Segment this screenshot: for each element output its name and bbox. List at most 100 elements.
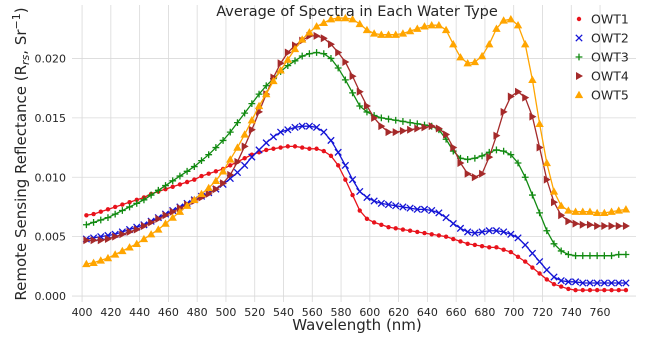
data-point (608, 221, 616, 230)
data-point (140, 196, 148, 204)
data-point (550, 198, 558, 207)
x-tick-label: 560 (302, 306, 323, 319)
data-point (120, 202, 125, 207)
data-point (291, 123, 299, 132)
data-point (485, 227, 493, 235)
data-point (493, 131, 501, 140)
data-point (464, 156, 472, 163)
data-point (585, 207, 595, 215)
data-point (348, 15, 357, 23)
data-point (543, 175, 551, 184)
x-tick-label: 440 (129, 306, 150, 319)
data-point (521, 40, 530, 48)
x-tick-label: 400 (72, 306, 93, 319)
data-point (362, 25, 372, 34)
data-point (104, 214, 112, 222)
x-tick-label: 480 (187, 306, 208, 319)
data-point (398, 29, 408, 37)
data-point (177, 182, 183, 187)
data-point (292, 144, 298, 149)
data-point (127, 200, 132, 205)
data-point (285, 144, 291, 149)
data-point (211, 176, 221, 184)
data-point (457, 159, 465, 168)
data-point (233, 168, 242, 177)
legend-label: OWT5 (591, 88, 629, 103)
data-point (492, 227, 501, 235)
x-tick-label: 760 (590, 306, 611, 319)
data-point (103, 253, 113, 262)
data-point (256, 107, 264, 116)
data-point (579, 220, 587, 229)
data-point (601, 221, 609, 230)
data-point (140, 221, 148, 230)
data-point (284, 126, 292, 134)
data-point (443, 130, 451, 139)
data-point (290, 44, 300, 53)
data-point (104, 235, 112, 244)
data-point (190, 163, 198, 170)
y-tick-label: 0.015 (35, 112, 67, 125)
data-point (571, 207, 580, 215)
data-point (420, 205, 429, 213)
data-point (146, 230, 156, 238)
legend-label: OWT4 (591, 69, 629, 84)
data-point (564, 251, 572, 258)
data-point (148, 218, 156, 227)
data-point (615, 251, 623, 258)
data-point (593, 279, 601, 287)
data-point (169, 207, 177, 216)
x-tick-label: 540 (273, 306, 294, 319)
legend-item-owt5: OWT5 (574, 88, 629, 103)
data-point (449, 219, 457, 228)
series-line (86, 145, 626, 291)
data-point (242, 156, 247, 161)
data-point (565, 217, 573, 226)
data-point (161, 219, 170, 227)
series-owt5 (82, 13, 631, 268)
legend: OWT1 OWT2 OWT3 OWT4 OWT5 (574, 12, 629, 103)
data-point (241, 109, 249, 117)
data-point (126, 203, 133, 211)
legend-marker (576, 72, 583, 80)
data-point (528, 75, 537, 83)
x-tick-label: 640 (417, 306, 438, 319)
data-point (521, 241, 529, 249)
data-point (97, 216, 105, 224)
data-point (312, 22, 321, 30)
data-point (478, 228, 486, 236)
data-point (593, 252, 601, 260)
data-point (544, 277, 549, 282)
data-point (98, 209, 103, 214)
data-point (478, 152, 486, 160)
data-point (413, 120, 421, 128)
data-point (399, 126, 407, 135)
data-point (341, 161, 350, 170)
data-point (183, 167, 191, 175)
data-point (566, 286, 571, 292)
data-point (413, 24, 422, 32)
data-point (600, 279, 609, 287)
data-point (564, 206, 573, 214)
data-point (341, 13, 350, 22)
data-point (105, 207, 111, 212)
chart-title: Average of Spectra in Each Water Type (216, 4, 498, 20)
data-point (190, 195, 199, 203)
data-point (514, 159, 522, 167)
data-point (112, 204, 118, 210)
data-point (320, 128, 328, 136)
data-point (234, 119, 241, 127)
legend-label: OWT2 (591, 31, 629, 46)
data-point (464, 228, 472, 236)
data-point (320, 50, 328, 58)
data-point (572, 252, 579, 260)
data-point (233, 143, 242, 151)
data-point (147, 191, 155, 199)
data-point (407, 125, 415, 134)
data-point (393, 226, 398, 231)
data-point (413, 205, 421, 213)
data-point (501, 247, 506, 252)
data-point (384, 30, 393, 38)
data-point (377, 114, 385, 122)
